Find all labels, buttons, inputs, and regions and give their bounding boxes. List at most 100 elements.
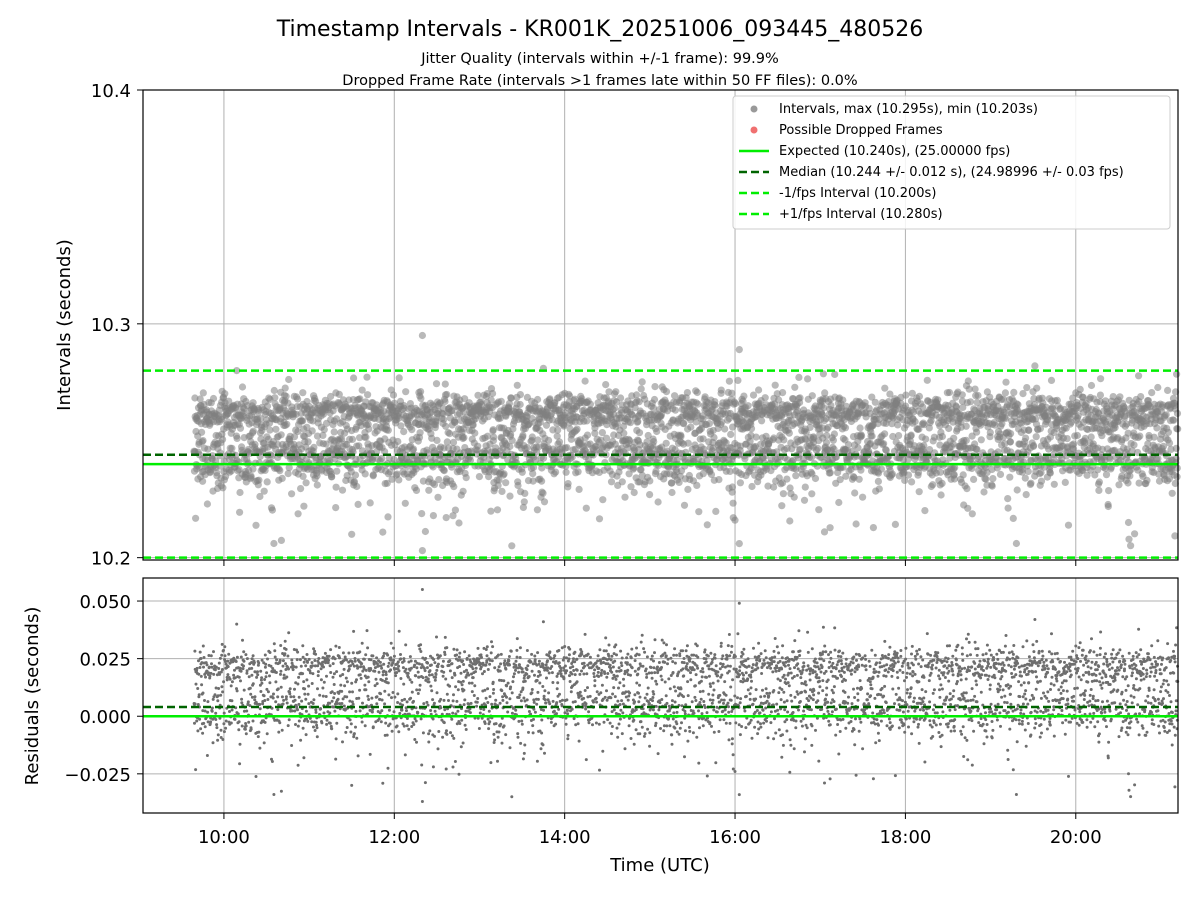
residual-point (358, 650, 362, 654)
residual-point (331, 675, 335, 679)
interval-point (249, 399, 257, 407)
residual-point (263, 665, 267, 669)
interval-point (1087, 433, 1095, 441)
interval-point (495, 476, 503, 484)
interval-point (199, 389, 207, 397)
residual-point (268, 674, 271, 678)
residual-point (199, 657, 203, 660)
legend-label-median: Median (10.244 +/- 0.012 s), (24.98996 +… (779, 165, 1124, 180)
interval-point (771, 381, 779, 389)
residual-point (209, 720, 213, 724)
interval-point (332, 504, 340, 512)
interval-point (249, 427, 257, 435)
interval-point (630, 464, 638, 472)
residual-point (234, 660, 238, 663)
residual-point (351, 690, 354, 694)
residual-point (299, 664, 303, 668)
interval-point (212, 457, 220, 465)
residual-point (239, 655, 243, 659)
interval-point (1004, 504, 1012, 512)
residual-point (196, 687, 200, 690)
residual-point (359, 665, 363, 669)
residual-point (210, 706, 214, 710)
residual-point (375, 695, 379, 699)
residual-point (329, 648, 333, 652)
residual-point (366, 646, 370, 650)
interval-point (418, 547, 426, 555)
intervals-y-tick-label: 10.3 (91, 315, 131, 336)
residual-point (343, 684, 347, 688)
interval-point (563, 444, 571, 452)
interval-point (364, 391, 372, 399)
residual-point (279, 789, 283, 793)
residual-point (314, 708, 318, 712)
residual-point (238, 742, 242, 746)
residual-point (302, 660, 306, 664)
interval-point (300, 502, 308, 510)
residual-point (230, 680, 234, 684)
residual-point (218, 672, 222, 676)
interval-point (1125, 535, 1133, 543)
residual-point (379, 720, 383, 724)
residual-point (290, 744, 294, 747)
residual-point (209, 671, 213, 675)
residual-point (206, 700, 210, 704)
interval-point (839, 396, 847, 404)
interval-point (1150, 433, 1158, 441)
residual-point (208, 674, 212, 678)
interval-point (668, 488, 676, 497)
interval-point (1124, 479, 1132, 487)
residual-point (352, 664, 356, 668)
residual-point (318, 693, 322, 697)
interval-point (1105, 487, 1113, 495)
residual-point (301, 644, 305, 648)
interval-point (455, 519, 463, 527)
intervals-y-axis-label: Intervals (seconds) (54, 239, 75, 411)
interval-point (874, 477, 883, 485)
residual-point (274, 671, 278, 674)
residual-point (384, 673, 388, 677)
residual-point (225, 678, 229, 682)
interval-point (540, 498, 549, 506)
interval-point (409, 445, 418, 453)
residual-point (387, 661, 391, 665)
interval-point (538, 464, 546, 472)
interval-point (356, 395, 364, 403)
interval-point (442, 514, 450, 522)
interval-point (446, 430, 454, 438)
residual-point (194, 768, 198, 772)
residual-point (207, 665, 211, 669)
interval-point (974, 391, 982, 400)
residual-point (245, 669, 249, 673)
interval-point (449, 438, 458, 446)
interval-point (1097, 375, 1105, 383)
interval-point (968, 510, 976, 518)
residual-point (216, 738, 220, 742)
interval-point (443, 438, 451, 446)
residual-point (355, 736, 359, 740)
interval-point (363, 373, 371, 381)
residual-point (247, 720, 251, 724)
interval-point (418, 509, 426, 518)
residual-point (242, 664, 245, 668)
residual-point (260, 681, 264, 685)
residual-point (347, 651, 351, 655)
interval-point (322, 440, 330, 448)
interval-point (982, 475, 990, 483)
residual-point (279, 669, 283, 673)
residual-point (263, 653, 267, 657)
residual-point (220, 685, 224, 689)
interval-point (922, 435, 930, 443)
interval-point (654, 498, 662, 506)
interval-point (562, 468, 570, 476)
residual-point (313, 659, 317, 662)
residual-point (296, 650, 300, 654)
residual-point (253, 695, 257, 699)
residual-point (360, 720, 364, 724)
residual-point (245, 657, 249, 661)
residual-point (345, 695, 349, 699)
interval-point (779, 389, 787, 397)
interval-point (505, 399, 513, 408)
legend-label-dropped: Possible Dropped Frames (779, 123, 943, 138)
residual-point (327, 654, 331, 658)
